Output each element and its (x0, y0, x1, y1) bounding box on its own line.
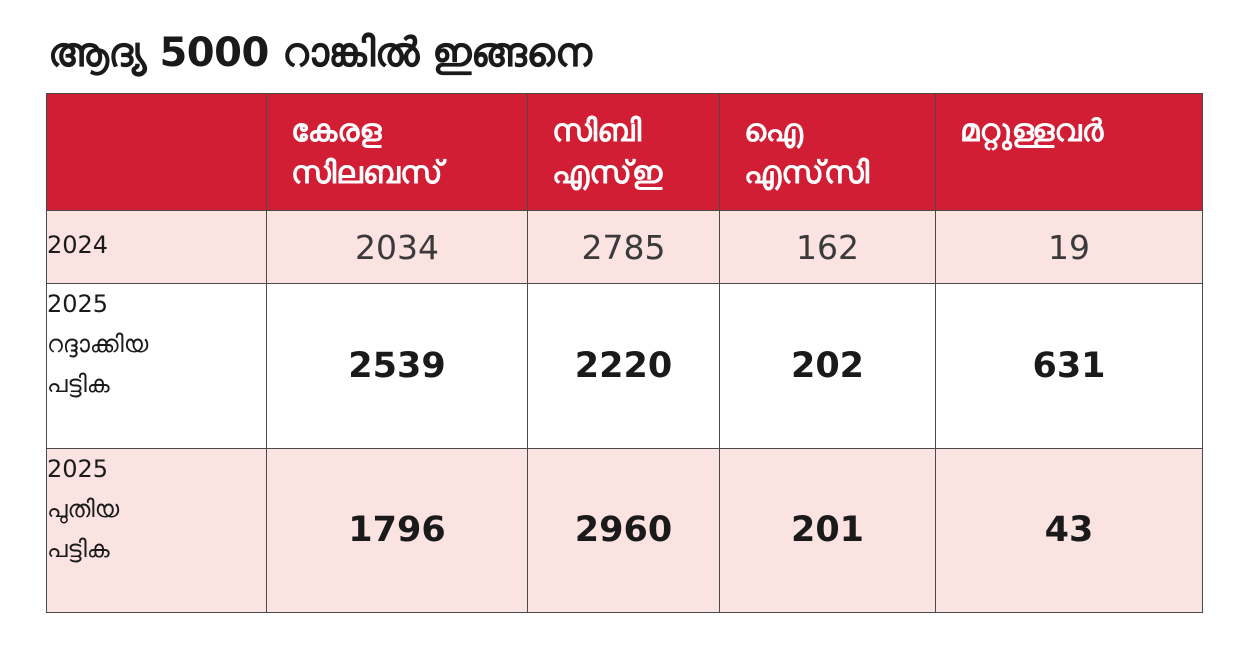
row-label: 2025 റദ്ദാക്കിയ പട്ടിക (46, 283, 267, 449)
table-cell: 202 (719, 283, 936, 449)
table-cell: 2785 (527, 210, 720, 285)
table-row: 2025 പുതിയ പട്ടിക 1796 2960 201 43 (46, 447, 1203, 614)
row-label-line: പട്ടിക (47, 370, 110, 399)
table-cell: 19 (935, 210, 1203, 285)
table-row: 2025 റദ്ദാക്കിയ പട്ടിക 2539 2220 202 631 (46, 283, 1203, 449)
table-cell: 201 (719, 447, 936, 614)
column-header: കേരള സിലബസ് (266, 92, 528, 212)
row-label-line: 2025 (47, 290, 109, 319)
table-cell: 2539 (266, 283, 528, 449)
table-cell: 631 (935, 283, 1203, 449)
row-label-line: പട്ടിക (47, 534, 110, 563)
row-label-line: 2025 (47, 454, 109, 483)
column-header-line: സിലബസ് (291, 155, 443, 191)
table-cell: 2960 (527, 447, 720, 614)
table-cell: 2220 (527, 283, 720, 449)
row-label-line: പുതിയ (47, 494, 120, 523)
table-row: 2024 2034 2785 162 19 (46, 210, 1203, 285)
column-header-line: എസ്‌സി (744, 155, 870, 191)
column-header-line: സിബി (552, 113, 642, 149)
row-label-line: റദ്ദാക്കിയ (47, 330, 149, 359)
row-label-line: 2024 (47, 231, 109, 260)
row-label: 2025 പുതിയ പട്ടിക (46, 447, 267, 614)
page-title: ആദ്യ 5000 റാങ്കിൽ ഇങ്ങനെ (48, 30, 592, 76)
table-header-row: കേരള സിലബസ് സിബി എസ്ഇ ഐ എസ്‌സി മറ്റുള്ളവ… (46, 92, 1203, 212)
table-cell: 43 (935, 447, 1203, 614)
column-header-line: മറ്റുള്ളവർ (960, 113, 1104, 149)
column-header: ഐ എസ്‌സി (719, 92, 936, 212)
column-header-line: കേരള (291, 113, 382, 149)
table-cell: 162 (719, 210, 936, 285)
header-corner-cell (46, 92, 267, 212)
column-header: സിബി എസ്ഇ (527, 92, 720, 212)
table-cell: 2034 (266, 210, 528, 285)
rank-table: കേരള സിലബസ് സിബി എസ്ഇ ഐ എസ്‌സി മറ്റുള്ളവ… (46, 92, 1203, 614)
column-header: മറ്റുള്ളവർ (935, 92, 1203, 212)
column-header-line: ഐ (744, 113, 803, 149)
column-header-line: എസ്ഇ (552, 155, 663, 191)
table-cell: 1796 (266, 447, 528, 614)
row-label: 2024 (46, 210, 267, 285)
